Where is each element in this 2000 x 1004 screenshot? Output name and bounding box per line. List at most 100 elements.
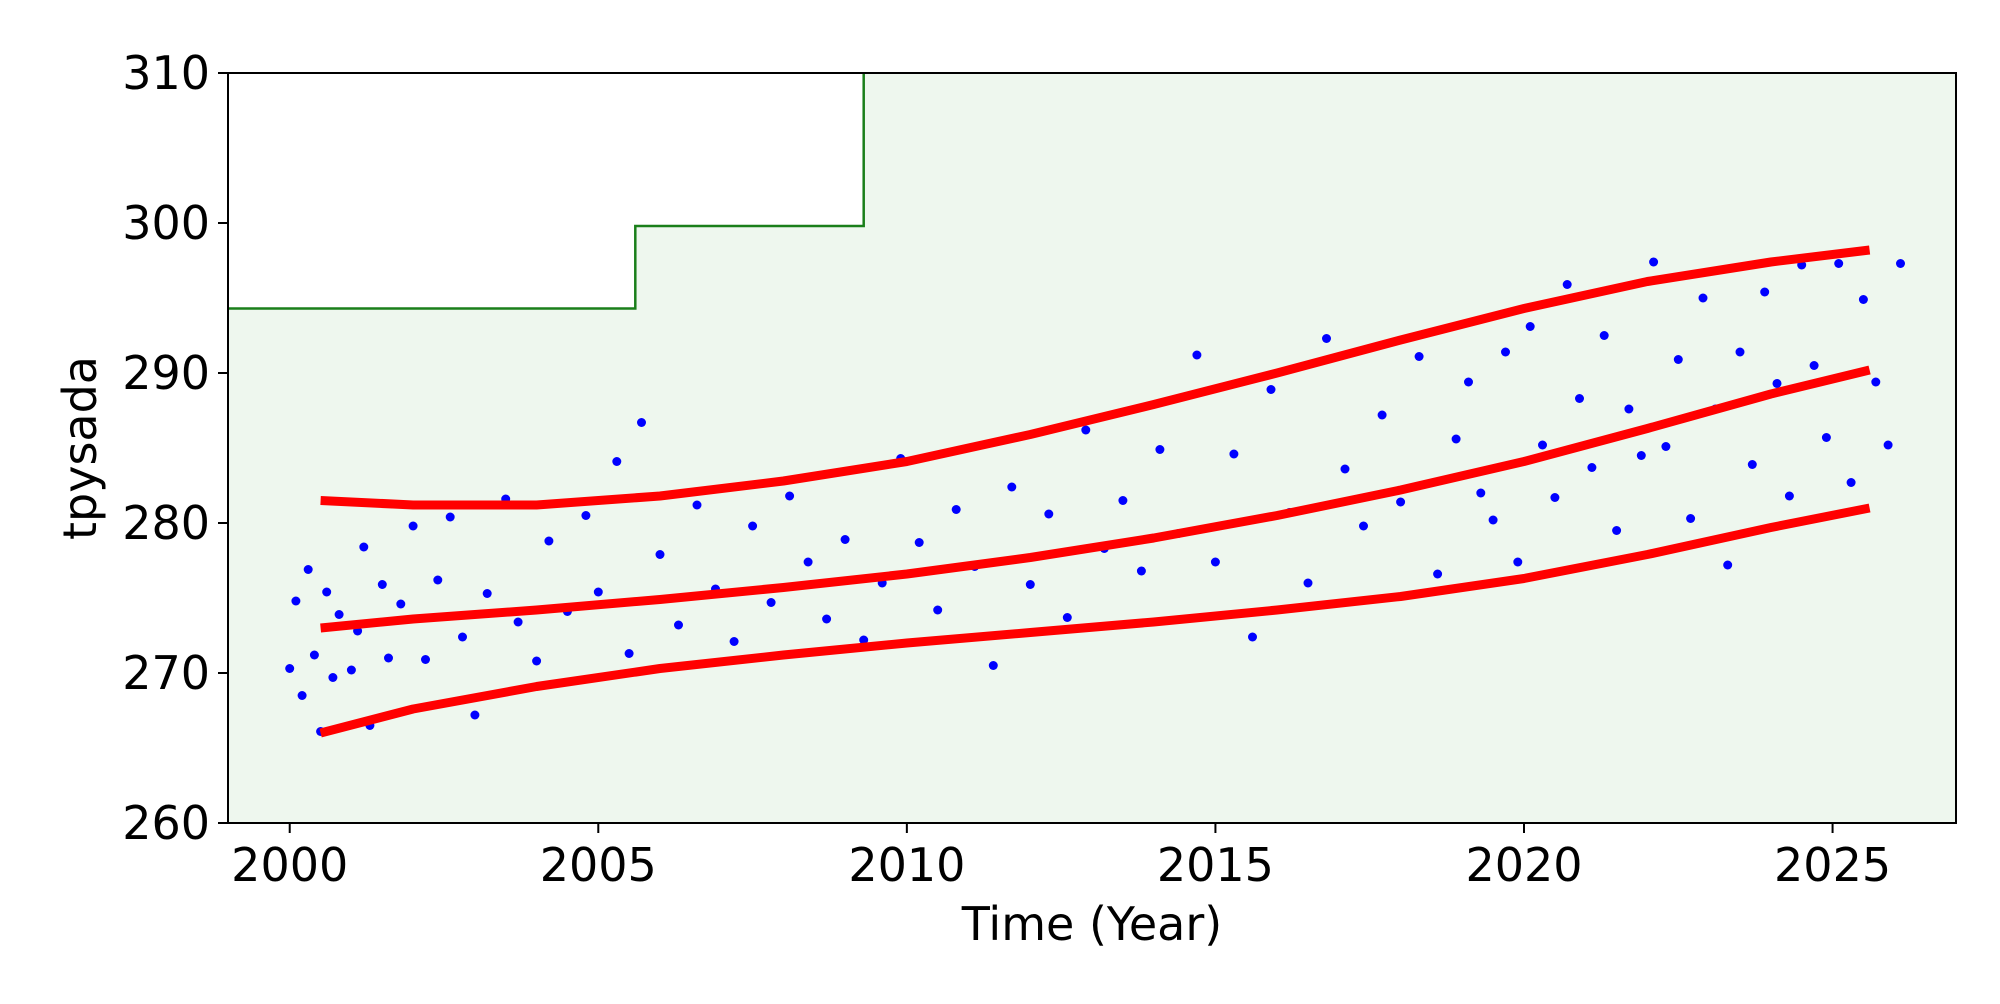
- data-point: [624, 649, 634, 658]
- data-point: [285, 664, 295, 673]
- data-point: [1661, 442, 1671, 451]
- data-point: [328, 673, 338, 682]
- data-point: [1760, 287, 1770, 297]
- data-point: [914, 538, 924, 547]
- data-point: [482, 589, 492, 598]
- data-point: [1007, 482, 1017, 492]
- data-point: [1649, 257, 1659, 267]
- x-tick-label: 2010: [848, 838, 965, 892]
- data-point: [1809, 361, 1819, 370]
- data-point: [1871, 377, 1881, 387]
- data-point: [1858, 295, 1868, 304]
- data-point: [1747, 460, 1757, 469]
- data-point: [1081, 425, 1091, 435]
- data-point: [1229, 449, 1239, 459]
- trend-line-1: [320, 365, 1871, 633]
- data-point: [933, 605, 943, 615]
- data-point: [1636, 451, 1646, 460]
- trend-line-2: [320, 245, 1871, 510]
- data-point: [396, 599, 406, 609]
- data-point: [544, 536, 554, 546]
- y-tick-label: 310: [122, 46, 210, 100]
- data-point: [1735, 347, 1745, 357]
- data-point: [766, 598, 776, 607]
- trend-line-3: [319, 503, 1871, 738]
- y-tick-label: 260: [122, 796, 210, 850]
- data-point: [458, 632, 467, 642]
- data-point: [803, 557, 813, 567]
- data-point: [729, 637, 739, 646]
- data-point: [1550, 493, 1560, 502]
- y-tick-label: 270: [122, 646, 210, 700]
- y-tick-label: 300: [122, 196, 210, 250]
- data-points: [285, 257, 1905, 736]
- data-point: [1476, 488, 1486, 498]
- data-point: [1062, 613, 1072, 622]
- data-point: [1377, 410, 1387, 420]
- data-point: [1883, 440, 1893, 450]
- data-point: [612, 457, 622, 466]
- data-point: [1303, 578, 1313, 588]
- data-point: [951, 505, 961, 514]
- data-point: [421, 655, 430, 664]
- data-point: [1136, 566, 1146, 576]
- data-point: [1025, 580, 1035, 589]
- data-point: [655, 550, 665, 559]
- data-point: [581, 511, 591, 520]
- data-point: [1464, 377, 1473, 387]
- x-axis-label: Time (Year): [961, 897, 1222, 951]
- threshold-excluded-region: [228, 73, 864, 309]
- data-point: [859, 635, 869, 645]
- data-point: [1575, 394, 1584, 403]
- data-point: [384, 653, 393, 663]
- data-point: [1772, 379, 1782, 388]
- data-point: [291, 596, 301, 606]
- data-point: [346, 665, 356, 675]
- data-point: [988, 661, 998, 670]
- x-tick-label: 2015: [1157, 838, 1274, 892]
- data-point: [1322, 334, 1331, 343]
- data-point: [470, 710, 480, 720]
- data-point: [322, 587, 332, 597]
- data-point: [433, 575, 443, 585]
- data-point: [692, 500, 702, 510]
- data-point: [1248, 632, 1257, 642]
- y-axis-label: tpysada: [53, 356, 107, 540]
- threshold-step-line: [228, 73, 865, 310]
- data-point: [1414, 352, 1424, 361]
- data-point: [1192, 350, 1202, 360]
- data-point: [1821, 433, 1831, 442]
- data-point: [1896, 259, 1905, 268]
- data-point: [1612, 526, 1622, 535]
- data-point: [513, 617, 523, 627]
- x-tick-label: 2005: [540, 838, 657, 892]
- data-point: [1513, 557, 1523, 567]
- data-point: [303, 565, 313, 574]
- data-point: [1784, 491, 1794, 501]
- data-point: [1118, 496, 1128, 505]
- x-tick-label: 2020: [1465, 838, 1582, 892]
- data-point: [359, 542, 369, 552]
- data-point: [1155, 445, 1165, 454]
- data-point: [532, 656, 542, 666]
- data-point: [637, 418, 646, 427]
- data-point: [1698, 293, 1708, 303]
- data-point: [1834, 259, 1844, 268]
- data-point: [1488, 515, 1498, 525]
- data-point: [1433, 569, 1443, 579]
- data-point: [1846, 478, 1856, 487]
- y-tick-label: 280: [122, 496, 210, 550]
- data-point: [840, 535, 850, 544]
- data-point: [1451, 434, 1461, 444]
- data-point: [1359, 521, 1368, 531]
- y-tick-label: 290: [122, 346, 210, 400]
- x-tick-label: 2025: [1774, 838, 1891, 892]
- data-point: [674, 620, 683, 630]
- data-point: [1723, 560, 1733, 570]
- data-point: [1624, 404, 1634, 414]
- x-tick-label: 2000: [231, 838, 348, 892]
- data-point: [1210, 557, 1220, 567]
- data-point: [334, 610, 344, 619]
